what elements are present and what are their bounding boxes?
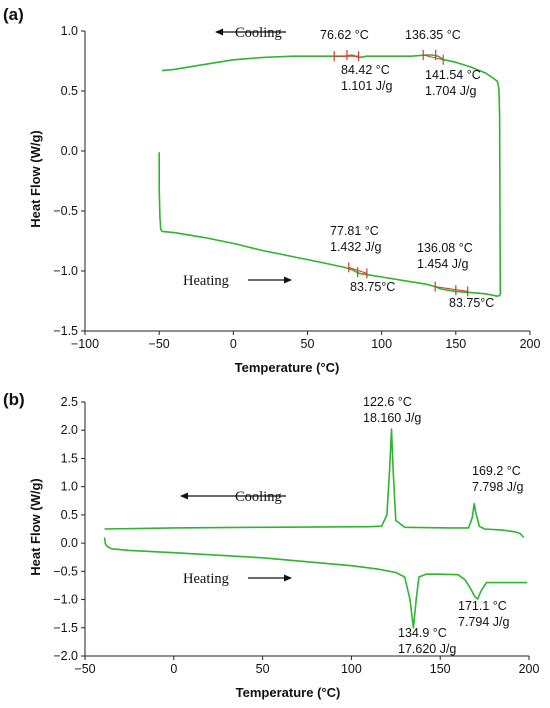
panel-b-annotation-heat-2-temp: 171.1 °C <box>458 599 507 613</box>
panel-b-x-tick-label: 50 <box>256 662 270 676</box>
panel-a-chart: (a) −100 −50 0 50 100 150 200 −1.5 −1.0 −0.5 0.0 0… <box>3 5 540 375</box>
panel-a-annotation-heat-2-enthalpy: 1.454 J/g <box>417 257 468 271</box>
panel-b-annotation-heat-1-temp: 134.9 °C <box>398 626 447 640</box>
panel-b-y-tick-label: 0.5 <box>61 508 78 522</box>
panel-a-label: (a) <box>3 5 24 24</box>
panel-b-y-tick-label: 1.0 <box>61 480 78 494</box>
panel-a-x-tick-label: −50 <box>149 337 170 351</box>
panel-a-series-cooling-line <box>162 54 502 296</box>
panel-a-annotation-heat-1-enthalpy: 1.432 J/g <box>330 240 381 254</box>
panel-b-y-tick-label: 2.0 <box>61 423 78 437</box>
panel-b-x-tick-label: 0 <box>170 662 177 676</box>
panel-a-annotation-heat-1-temp: 77.81 °C <box>330 224 379 238</box>
panel-b-y-tick-label: −0.5 <box>53 564 78 578</box>
panel-b-annotation-heat-1-enthalpy: 17.620 J/g <box>398 642 456 656</box>
panel-a-annotation-peak-2: 136.35 °C <box>405 28 461 42</box>
panel-a-x-tick-label: 100 <box>371 337 392 351</box>
panel-a-y-tick-label: −1.5 <box>53 324 78 338</box>
panel-b-x-ticks: −50 0 50 100 150 200 <box>74 656 539 676</box>
panel-a-y-tick-label: 1.0 <box>61 24 78 38</box>
panel-a-annotation-cool-1-temp: 84.42 °C <box>341 63 390 77</box>
panel-a-x-ticks: −100 −50 0 50 100 150 200 <box>71 331 541 351</box>
panel-b-x-axis-title: Temperature (°C) <box>236 685 341 700</box>
panel-b-y-tick-label: 1.5 <box>61 451 78 465</box>
panel-b-x-tick-label: 150 <box>430 662 451 676</box>
panel-b-y-tick-label: 0.0 <box>61 536 78 550</box>
panel-a-heating-label: Heating <box>183 273 229 289</box>
panel-a-markers <box>333 50 469 297</box>
panel-a-annotation-cool-2-enthalpy: 1.704 J/g <box>425 84 476 98</box>
panel-b-annotation-cool-1-enthalpy: 18.160 J/g <box>363 411 421 425</box>
panel-a-analysis-baseline <box>423 54 444 61</box>
panel-a-y-tick-label: −1.0 <box>53 264 78 278</box>
panel-b-y-tick-label: −2.0 <box>53 649 78 663</box>
panel-b-annotation-cool-2-temp: 169.2 °C <box>472 464 521 478</box>
panel-a-x-tick-label: 50 <box>301 337 315 351</box>
panel-b-x-tick-label: 200 <box>519 662 540 676</box>
panel-b-axes <box>84 402 529 657</box>
panel-b-x-tick-label: −50 <box>74 662 95 676</box>
panel-a-analysis-baseline <box>435 286 468 292</box>
panel-b-y-axis-title: Heat Flow (W/g) <box>28 478 43 576</box>
panel-b-y-tick-label: −1.5 <box>53 621 78 635</box>
panel-a-y-tick-label: 0.5 <box>61 84 78 98</box>
panel-a-y-tick-label: 0.0 <box>61 144 78 158</box>
panel-a-cooling-label: Cooling <box>235 25 282 41</box>
panel-b-y-tick-label: −1.0 <box>53 593 78 607</box>
panel-b-series-cooling-line <box>104 428 525 539</box>
panel-b-annotation-cool-1-temp: 122.6 °C <box>363 395 412 409</box>
panel-a-x-tick-label: 150 <box>445 337 466 351</box>
panel-b-label: (b) <box>3 390 25 409</box>
panel-a-annotation-heat-2-onset: 83.75°C <box>449 296 494 310</box>
panel-b-annotation-cool-2-enthalpy: 7.798 J/g <box>472 480 523 494</box>
panel-a-annotation-cool-1-enthalpy: 1.101 J/g <box>341 79 392 93</box>
panel-b-y-tick-label: 2.5 <box>61 395 78 409</box>
panel-b-y-ticks: −2.0 −1.5 −1.0 −0.5 0.0 0.5 1.0 1.5 2.0 2.5 <box>53 395 85 663</box>
panel-a-y-tick-label: −0.5 <box>53 204 78 218</box>
panel-a-y-ticks: −1.5 −1.0 −0.5 0.0 0.5 1.0 <box>53 24 85 338</box>
panel-b-heating-label: Heating <box>183 571 229 587</box>
panel-b-series-group <box>103 428 528 629</box>
panel-a-x-axis-title: Temperature (°C) <box>235 360 340 375</box>
panel-a-annotation-heat-1-onset: 83.75°C <box>350 280 395 294</box>
panel-a-annotation-heat-2-temp: 136.08 °C <box>417 241 473 255</box>
panel-b-series-heating-line <box>103 537 528 629</box>
panel-a-y-axis-title: Heat Flow (W/g) <box>28 130 43 228</box>
panel-a-annotation-peak-1: 76.62 °C <box>320 28 369 42</box>
panel-b-x-tick-label: 100 <box>341 662 362 676</box>
panel-a-annotation-cool-2-temp: 141.54 °C <box>425 68 481 82</box>
panel-a-x-tick-label: 200 <box>520 337 541 351</box>
panel-b-annotation-heat-2-enthalpy: 7.794 J/g <box>458 615 509 629</box>
panel-a-analysis-baseline <box>348 266 367 274</box>
panel-b-cooling-label: Cooling <box>235 489 282 505</box>
panel-a-x-tick-label: 0 <box>230 337 237 351</box>
panel-b-chart: (b) −50 0 50 100 150 200 −2.0 −1.5 −1.0 −0.5 0.0 0… <box>3 390 539 700</box>
panel-a-x-tick-label: −100 <box>71 337 99 351</box>
